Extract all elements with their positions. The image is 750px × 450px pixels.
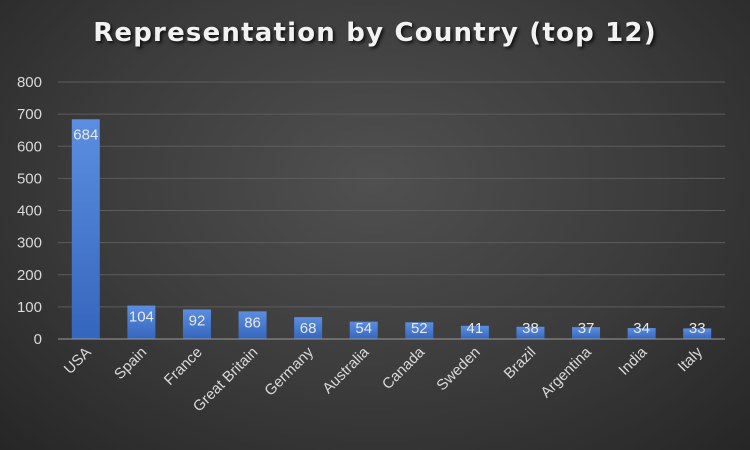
bar xyxy=(294,317,323,339)
bar xyxy=(182,309,211,339)
y-tick-label: 500 xyxy=(17,170,42,187)
bar xyxy=(349,321,378,339)
bar xyxy=(127,305,156,339)
y-tick-label: 700 xyxy=(17,106,42,123)
axis-layer: 0 100 200 300 400 500 600 700 800 USA Spain France G… xyxy=(17,74,725,415)
data-label: 38 xyxy=(522,320,539,337)
bar-layer xyxy=(71,119,712,339)
y-tick-label: 0 xyxy=(34,331,42,348)
x-tick-label: Italy xyxy=(675,343,707,375)
data-label: 34 xyxy=(633,320,650,337)
bar xyxy=(71,119,100,339)
y-tick-label: 400 xyxy=(17,203,42,220)
chart-title: Representation by Country (top 12) xyxy=(93,18,657,48)
y-tick-label: 300 xyxy=(17,235,42,252)
bar xyxy=(627,328,656,339)
data-label: 52 xyxy=(411,320,428,337)
y-tick-label: 800 xyxy=(17,74,42,91)
y-tick-label: 200 xyxy=(17,267,42,284)
data-label: 41 xyxy=(467,320,484,337)
bar xyxy=(460,325,489,339)
data-label: 54 xyxy=(355,320,372,337)
x-tick-label: USA xyxy=(61,344,95,378)
x-tick-label: Spain xyxy=(111,344,150,383)
label-layer: 684 104 92 86 68 54 52 41 38 37 34 33 xyxy=(73,126,705,337)
data-label: 33 xyxy=(689,320,706,337)
x-tick-label: Sweden xyxy=(433,344,483,394)
x-tick-label: Canada xyxy=(379,343,429,393)
bar xyxy=(238,311,267,339)
y-tick-label: 600 xyxy=(17,138,42,155)
x-tick-label: Brazil xyxy=(501,344,540,383)
x-tick-label: Argentina xyxy=(537,343,595,401)
bar xyxy=(683,328,712,339)
data-label: 86 xyxy=(244,314,261,331)
y-tick-label: 100 xyxy=(17,299,42,316)
data-label: 104 xyxy=(129,309,154,326)
grid-layer xyxy=(58,81,725,340)
x-tick-label: India xyxy=(615,343,650,378)
bar xyxy=(405,322,434,339)
bar xyxy=(572,327,601,339)
data-label: 37 xyxy=(578,320,595,337)
x-tick-label: Australia xyxy=(319,343,373,397)
data-label: 68 xyxy=(300,320,317,337)
x-tick-label: Germany xyxy=(261,343,317,399)
data-label: 684 xyxy=(73,126,98,143)
x-tick-label: France xyxy=(161,344,206,389)
bar xyxy=(516,326,545,339)
data-label: 92 xyxy=(189,312,206,329)
